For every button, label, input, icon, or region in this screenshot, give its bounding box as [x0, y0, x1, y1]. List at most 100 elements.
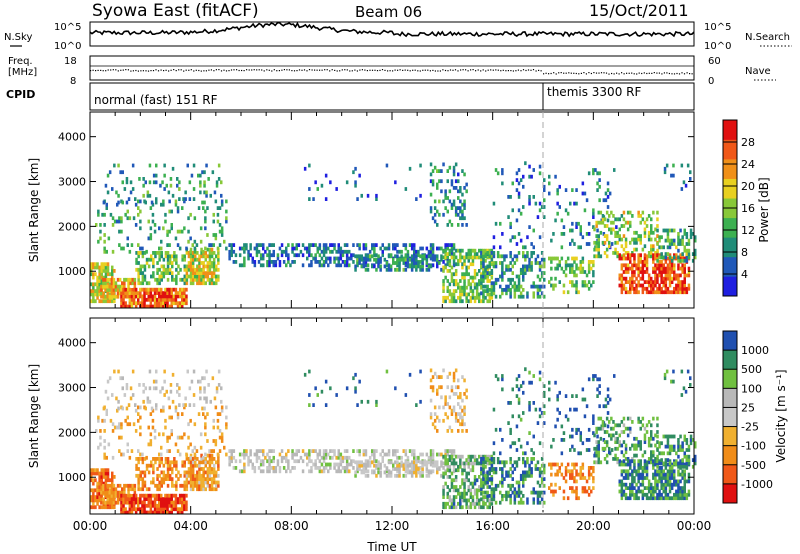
velocity-cell	[343, 455, 347, 460]
power-cell	[450, 182, 454, 187]
velocity-cell	[210, 467, 214, 471]
velocity-cell	[149, 510, 153, 515]
power-cell	[268, 256, 271, 261]
velocity-cell	[111, 471, 114, 476]
velocity-cell	[461, 398, 464, 403]
nave-dot	[515, 70, 517, 72]
power-cell	[197, 173, 200, 178]
velocity-cell	[404, 469, 408, 474]
power-cell	[593, 254, 596, 259]
power-cell	[637, 273, 640, 278]
power-cell	[566, 290, 570, 295]
power-cell	[444, 275, 447, 280]
power-cell	[650, 280, 653, 284]
power-cell	[652, 230, 655, 235]
power-cell	[162, 291, 165, 295]
power-cell	[670, 242, 674, 246]
velocity-cell	[360, 470, 363, 475]
power-cell	[575, 256, 578, 261]
power-cell	[185, 246, 188, 251]
velocity-cell	[171, 399, 175, 404]
velocity-cell	[511, 470, 514, 475]
power-cell	[471, 255, 475, 260]
velocity-cell	[175, 460, 178, 465]
power-cell	[110, 288, 114, 292]
velocity-cell	[206, 460, 210, 465]
velocity-cell	[204, 487, 207, 492]
velocity-cell	[482, 480, 485, 485]
freq-left-tick-top: 18	[64, 56, 77, 67]
power-cell	[511, 235, 514, 240]
power-cell	[164, 294, 167, 299]
velocity-cell	[467, 471, 470, 476]
velocity-cell	[306, 462, 309, 467]
power-cell	[149, 294, 153, 299]
velocity-cell	[189, 473, 193, 478]
power-cell	[106, 294, 109, 299]
power-cell	[203, 170, 206, 175]
power-cell	[633, 247, 636, 252]
velocity-cell	[160, 445, 163, 450]
power-cell	[683, 228, 686, 233]
velocity-cell	[131, 483, 134, 488]
power-cell	[631, 237, 634, 242]
velocity-cell	[92, 481, 95, 486]
velocity-cell	[566, 469, 570, 474]
velocity-cell	[335, 455, 338, 460]
power-cell	[162, 226, 165, 231]
velocity-cell	[579, 469, 582, 474]
power-cell	[329, 256, 332, 261]
nave-dot	[460, 69, 462, 71]
power-cell	[166, 291, 169, 295]
power-cell	[433, 199, 437, 204]
power-cell	[444, 243, 447, 247]
power-cell	[598, 198, 601, 203]
power-cell	[158, 257, 161, 262]
power-cell	[573, 242, 576, 246]
velocity-cell	[345, 459, 349, 464]
power-cell	[677, 266, 680, 271]
power-cell	[204, 281, 207, 286]
power-cell	[410, 267, 414, 272]
velocity-cell	[156, 467, 159, 471]
power-cell	[329, 180, 332, 185]
power-cell	[168, 199, 171, 204]
velocity-cell	[143, 497, 146, 501]
power-cell	[104, 269, 108, 273]
velocity-cell	[448, 454, 452, 459]
velocity-cell	[160, 452, 163, 457]
power-cell	[618, 227, 621, 232]
power-cell	[614, 247, 617, 252]
velocity-cell	[519, 473, 523, 478]
power-cell	[532, 251, 535, 255]
power-cell	[425, 261, 429, 265]
power-cell	[99, 236, 102, 241]
power-cell	[170, 223, 173, 227]
velocity-cell	[471, 498, 475, 503]
power-cell	[639, 214, 642, 218]
power-cell	[404, 246, 408, 251]
velocity-cell	[368, 455, 372, 460]
power-cell	[538, 201, 542, 206]
power-cell	[354, 254, 357, 259]
power-cell	[448, 165, 452, 170]
power-cell	[633, 256, 636, 261]
power-cell	[635, 266, 638, 271]
power-cell	[501, 274, 504, 279]
power-cell	[282, 260, 286, 264]
power-cell	[532, 228, 535, 233]
power-cell	[155, 297, 159, 302]
velocity-cell	[457, 378, 460, 383]
power-cell	[492, 264, 496, 269]
power-cell	[503, 257, 506, 262]
power-cell	[569, 242, 572, 246]
power-cell	[191, 274, 195, 279]
velocity-cell	[142, 389, 145, 394]
power-cell	[108, 288, 111, 292]
velocity-cell	[208, 487, 212, 492]
power-cell	[189, 281, 193, 286]
power-cell	[685, 255, 689, 260]
power-cell	[204, 251, 207, 255]
power-cell	[461, 262, 464, 267]
velocity-cell	[230, 455, 233, 460]
